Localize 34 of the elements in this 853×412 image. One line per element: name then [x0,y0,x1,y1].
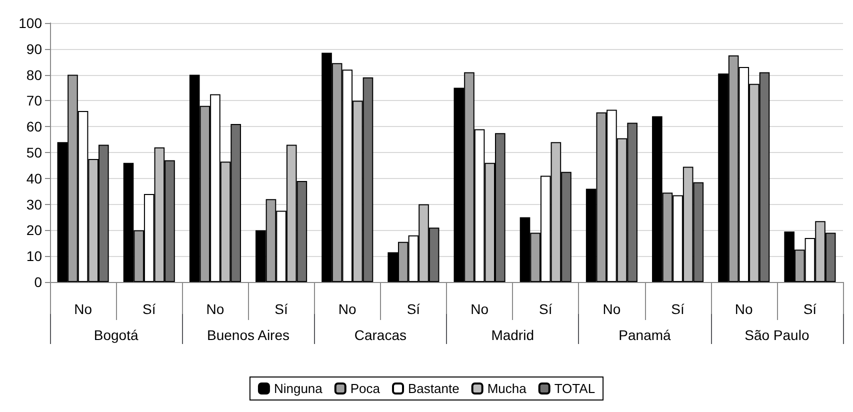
legend-label: Mucha [487,381,528,396]
x-tick-label: No [74,301,92,317]
text: Caracas [354,327,406,343]
legend-label: Ninguna [274,381,324,396]
x-tick-label: Sí [142,301,156,317]
y-tick-label: 90 [26,40,42,57]
x-tick-label: No [470,301,489,317]
x-tick-label: Sí [274,301,288,317]
x-tick-label: No [206,301,224,317]
x-tick-label: Sí [803,301,817,317]
x-tick-label: No [602,301,621,317]
legend-label: TOTAL [554,381,596,396]
y-tick-label: 70 [26,92,42,109]
text: São Paulo [744,327,810,343]
y-tick-label: 20 [26,222,42,238]
x-tick-label: Sí [406,301,420,317]
y-tick-label: 10 [26,248,42,264]
text: Buenos Aires [207,327,290,343]
legend-label: Bastante [408,381,460,396]
x-tick-label: No [734,301,754,317]
y-tick-label: 30 [26,196,42,212]
y-tick-label: 100 [18,15,42,31]
x-tick-label: No [338,301,357,317]
y-tick-label: 40 [26,170,42,186]
y-tick-label: 50 [26,144,42,160]
y-tick-label: 80 [26,66,42,83]
legend-label: Poca [350,381,381,396]
x-tick-label: Sí [671,301,685,317]
text: Madrid [491,327,534,343]
y-tick-label: 0 [34,274,42,290]
text: Panamá [618,327,672,343]
x-tick-label: Sí [539,301,552,317]
text: Bogotá [94,327,138,343]
y-tick-label: 60 [26,118,42,135]
